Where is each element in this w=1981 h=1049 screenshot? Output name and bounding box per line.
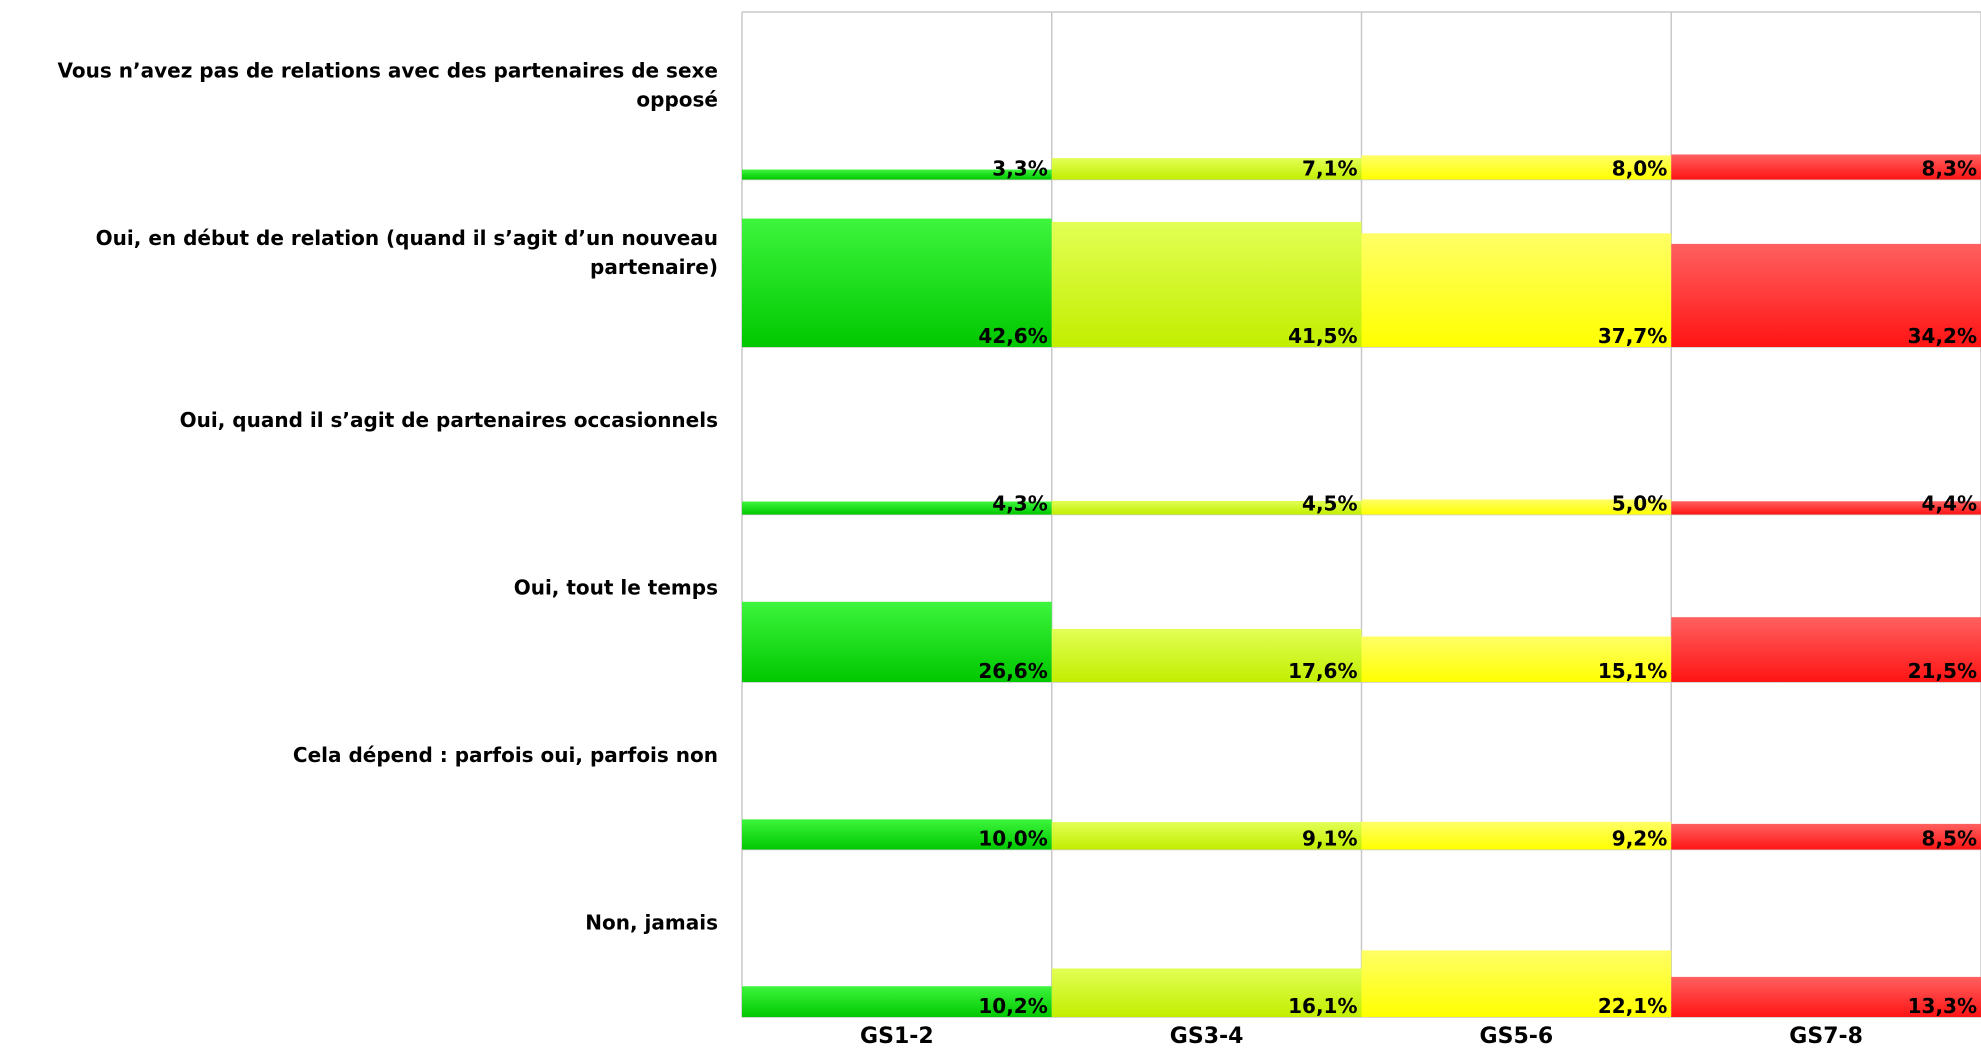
bar: [1361, 155, 1672, 180]
data-label: 15,1%: [1598, 659, 1667, 683]
bar: [1051, 628, 1362, 682]
bar: [742, 819, 1052, 850]
row-label: opposé: [636, 88, 718, 112]
category-label: GS5-6: [1480, 1024, 1554, 1049]
bar: [1361, 821, 1672, 850]
bar: [742, 169, 1052, 180]
data-label: 37,7%: [1598, 324, 1667, 348]
data-label: 7,1%: [1302, 157, 1357, 181]
data-label: 8,0%: [1612, 157, 1667, 181]
row-label: Cela dépend : parfois oui, parfois non: [293, 743, 718, 767]
bar: [1361, 233, 1672, 347]
value-labels: 3,3% 7,1% 8,0% 8,3% 42,6% 41,5% 37,7% 34,2% 4,3%…: [978, 157, 1977, 1019]
data-label: 26,6%: [978, 659, 1047, 683]
bar: [1051, 158, 1362, 180]
bar: [1051, 500, 1362, 515]
bar: [1671, 154, 1981, 180]
bar: [742, 218, 1052, 347]
row-label: Oui, en début de relation (quand il s’ag…: [96, 226, 718, 250]
bar: [1671, 976, 1981, 1017]
bar: [1671, 617, 1981, 682]
row-label: partenaire): [590, 255, 718, 279]
data-label: 22,1%: [1598, 994, 1667, 1018]
data-label: 8,3%: [1922, 157, 1977, 181]
data-label: 34,2%: [1908, 324, 1977, 348]
category-label: GS1-2: [860, 1024, 934, 1049]
row-label: Vous n’avez pas de relations avec des pa…: [58, 59, 718, 83]
data-label: 8,5%: [1922, 827, 1977, 851]
data-label: 16,1%: [1288, 994, 1357, 1018]
category-label: GS3-4: [1170, 1024, 1244, 1049]
data-label: 13,3%: [1908, 994, 1977, 1018]
data-label: 4,4%: [1922, 492, 1977, 516]
bar: [1361, 950, 1672, 1017]
row-label: Oui, quand il s’agit de partenaires occa…: [180, 408, 718, 432]
data-label: 4,3%: [992, 492, 1047, 516]
row-label: Non, jamais: [585, 911, 718, 935]
bar: [1051, 968, 1362, 1017]
bar: [742, 601, 1052, 682]
bar: [1051, 221, 1362, 347]
data-label: 9,2%: [1612, 827, 1667, 851]
bar: [1671, 243, 1981, 347]
data-label: 10,0%: [978, 827, 1047, 851]
chart-bars: [742, 154, 1981, 1017]
data-label: 5,0%: [1612, 492, 1667, 516]
data-label: 21,5%: [1908, 659, 1977, 683]
data-label: 3,3%: [992, 157, 1047, 181]
bar: [742, 986, 1052, 1017]
bar: [742, 501, 1052, 515]
bar: [1361, 636, 1672, 682]
bar: [1361, 499, 1672, 515]
row-labels: Vous n’avez pas de relations avec des pa…: [58, 59, 718, 935]
data-label: 42,6%: [978, 324, 1047, 348]
bar: [1051, 822, 1362, 850]
data-label: 9,1%: [1302, 827, 1357, 851]
row-label: Oui, tout le temps: [514, 576, 718, 600]
column-labels: GS1-2 GS3-4 GS5-6 GS7-8: [860, 1024, 1863, 1049]
data-label: 4,5%: [1302, 492, 1357, 516]
data-label: 41,5%: [1288, 324, 1357, 348]
bar: [1671, 823, 1981, 850]
data-label: 17,6%: [1288, 659, 1357, 683]
data-label: 10,2%: [978, 994, 1047, 1018]
bar: [1671, 501, 1981, 515]
category-label: GS7-8: [1789, 1024, 1863, 1049]
